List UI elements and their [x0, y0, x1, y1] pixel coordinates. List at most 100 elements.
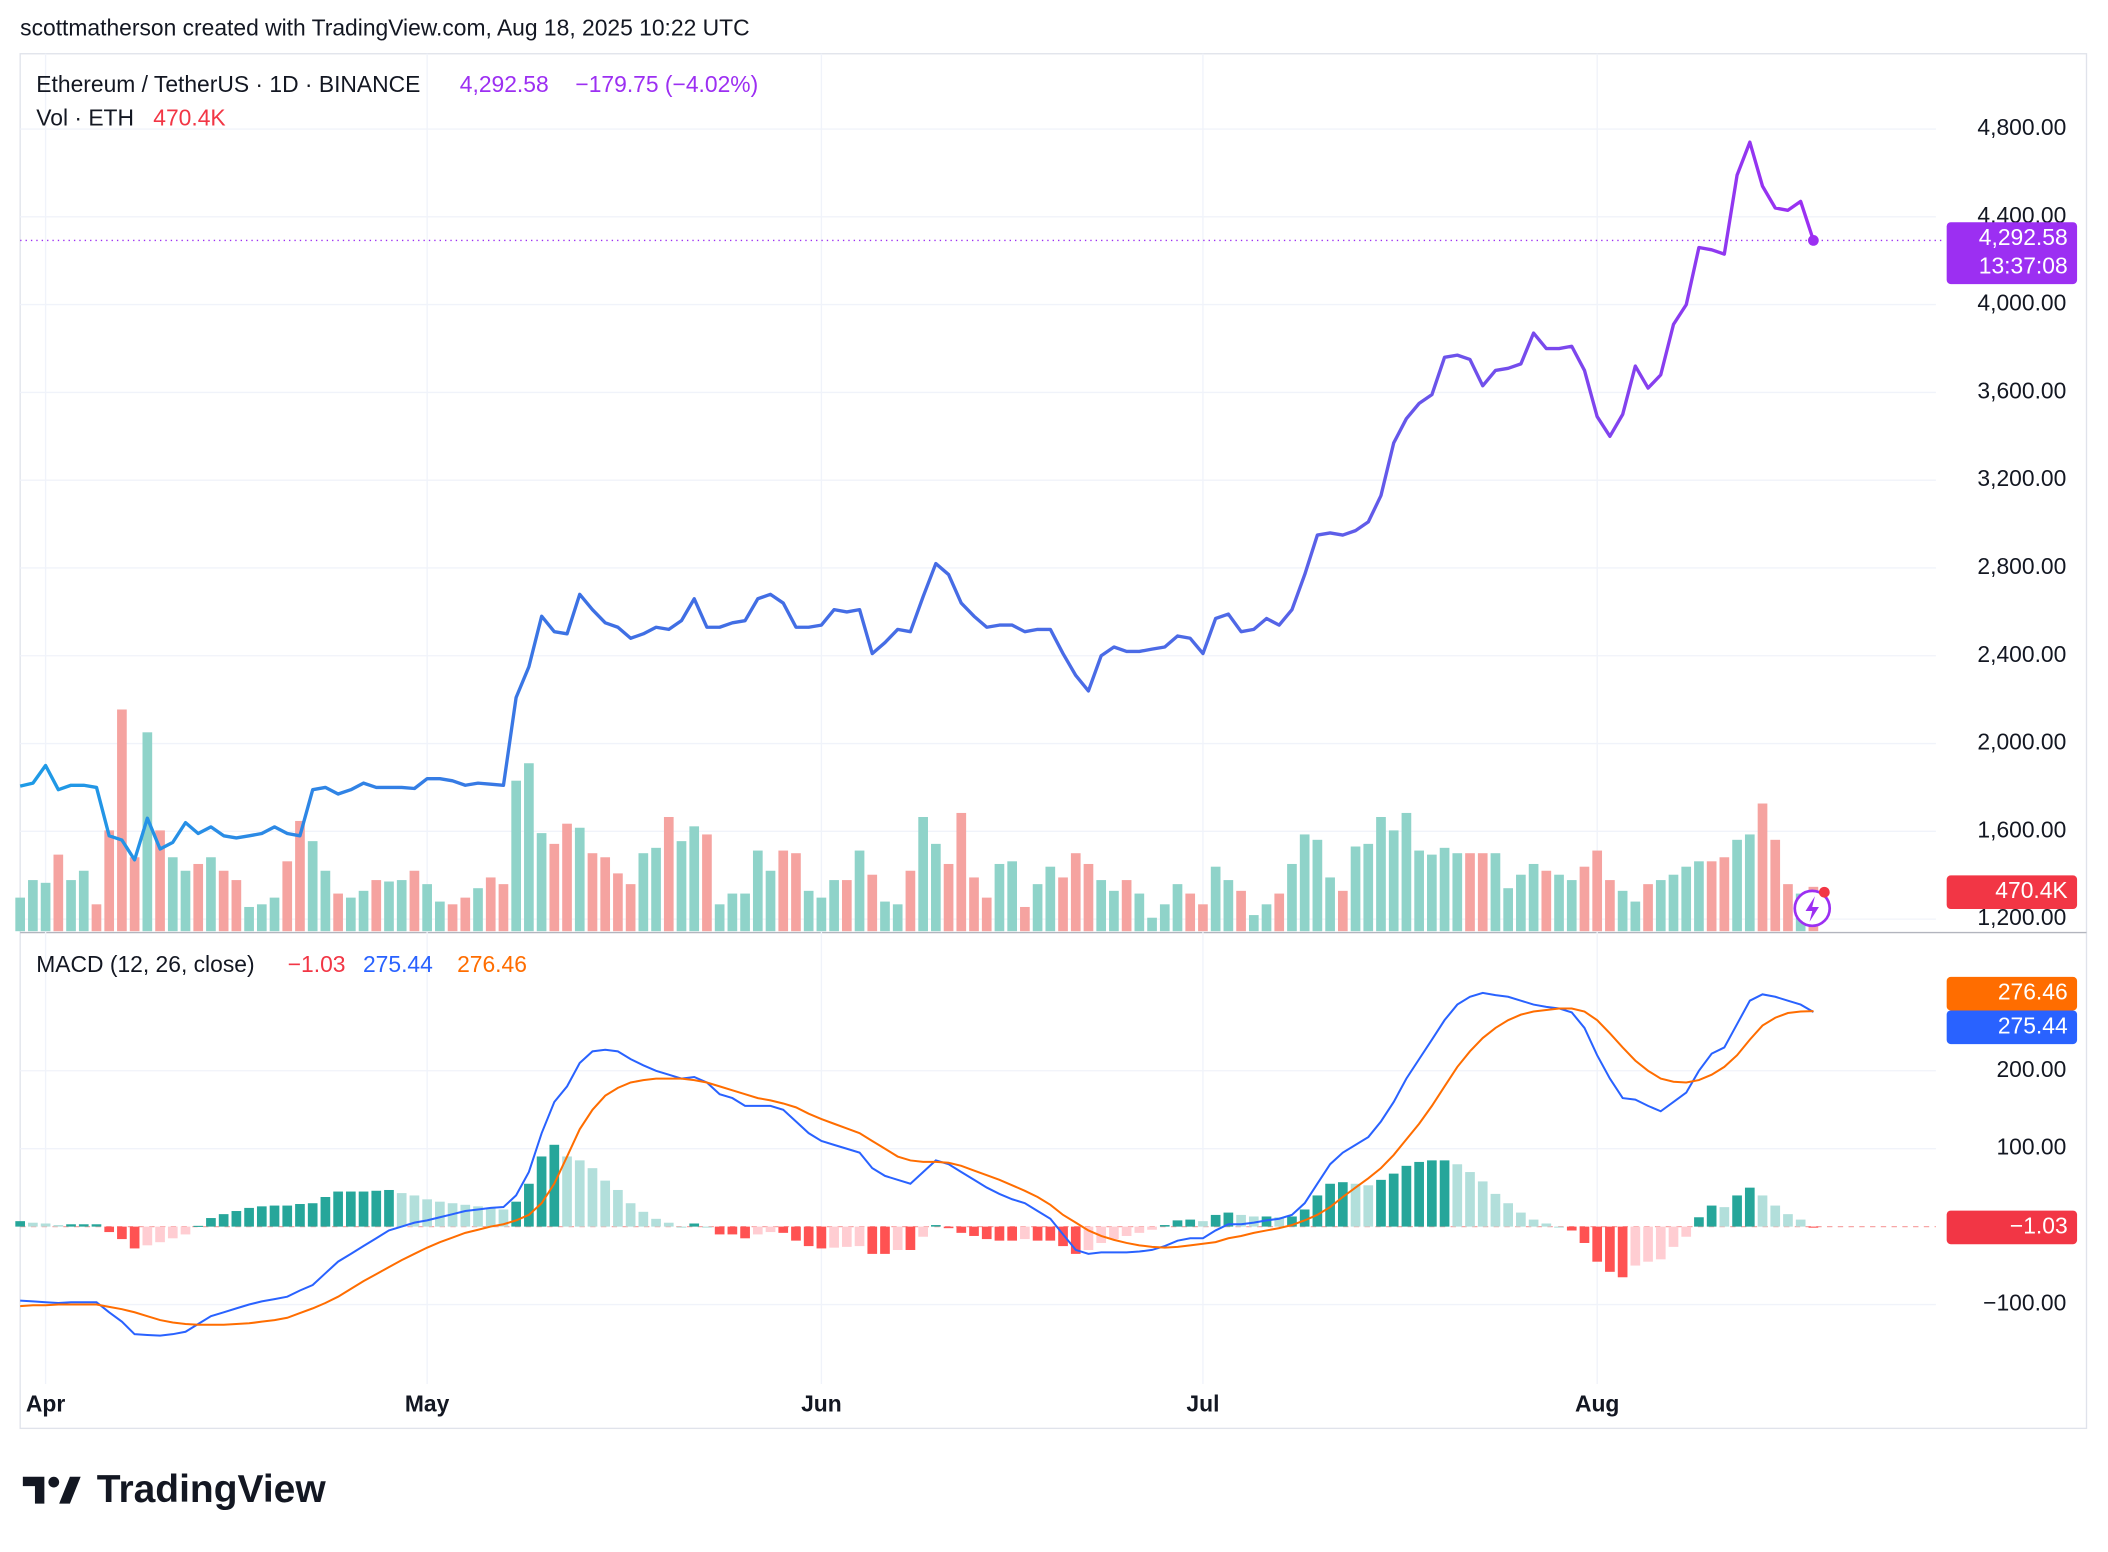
volume-bar	[1516, 874, 1526, 932]
volume-bar	[1337, 890, 1348, 932]
histogram-bar	[1579, 1226, 1590, 1243]
histogram-bar	[1681, 1226, 1692, 1237]
y-tick-label: −100.00	[1983, 1290, 2066, 1316]
volume-bar	[1770, 839, 1781, 932]
volume-bar	[1427, 854, 1437, 932]
volume-bar	[574, 827, 585, 932]
histogram-bar	[727, 1226, 738, 1235]
histogram-bar	[816, 1226, 827, 1249]
histogram-bar	[40, 1223, 51, 1227]
volume-bar	[1058, 877, 1068, 932]
histogram-bar	[740, 1226, 750, 1239]
histogram-bar	[1490, 1193, 1501, 1227]
histogram-bar	[129, 1226, 140, 1249]
price-badge-bg	[1946, 222, 2078, 285]
histogram-bar	[1337, 1182, 1348, 1227]
histogram-bar	[256, 1206, 267, 1227]
y-tick-label: 2,800.00	[1977, 553, 2066, 579]
attribution: scottmatherson created with TradingView.…	[20, 15, 749, 41]
volume-bar	[307, 841, 318, 932]
volume-bar	[880, 901, 890, 932]
y-tick-label: 2,400.00	[1977, 641, 2066, 667]
volume-bar	[1630, 901, 1641, 932]
histogram-bar	[1452, 1164, 1463, 1227]
histogram-bar	[1503, 1203, 1514, 1227]
histogram-bar	[536, 1156, 547, 1227]
volume-bar	[1350, 846, 1361, 932]
volume-badge-bg	[1946, 875, 2078, 910]
volume-bar	[511, 780, 522, 932]
volume-bar	[1732, 839, 1742, 932]
histogram-bar	[1706, 1205, 1717, 1227]
volume-bar	[676, 841, 687, 932]
histogram-bar	[1134, 1226, 1145, 1233]
volume-bar	[53, 854, 64, 932]
histogram-bar	[638, 1211, 649, 1227]
histogram-bar	[422, 1199, 432, 1227]
volume-bar	[15, 897, 26, 932]
logo-slash	[59, 1476, 81, 1504]
volume-bar	[1668, 874, 1679, 932]
volume-bar	[498, 884, 509, 932]
x-tick-label: May	[405, 1391, 450, 1417]
histogram-bar	[1592, 1226, 1603, 1262]
volume-bar	[1719, 857, 1730, 932]
volume-bar	[714, 904, 725, 932]
histogram-bar	[384, 1189, 394, 1227]
histogram-bar	[1744, 1187, 1755, 1227]
volume-bar	[1579, 866, 1590, 932]
volume-bar	[1134, 893, 1145, 932]
volume-bar	[1261, 904, 1272, 932]
volume-bar	[295, 820, 305, 932]
volume-bar	[1757, 803, 1768, 932]
signal-badge-bg	[1946, 976, 2078, 1011]
volume-bar	[562, 823, 572, 932]
volume-bar	[384, 881, 394, 932]
histogram-bar	[1643, 1226, 1653, 1262]
histogram-bar	[1439, 1160, 1450, 1227]
last-price-dot	[1808, 235, 1819, 246]
price-badge-sub: 13:37:08	[1979, 252, 2068, 278]
volume-bar	[167, 857, 178, 932]
volume-bar	[1643, 884, 1653, 932]
histogram-bar	[841, 1226, 852, 1247]
histogram-bar	[1312, 1195, 1323, 1227]
macd-signal-last: 276.46	[457, 951, 527, 977]
histogram-bar	[269, 1205, 280, 1227]
histogram-bar	[1007, 1226, 1018, 1241]
histogram-bar	[53, 1225, 64, 1227]
volume-badge: 470.4K	[1995, 877, 2067, 903]
volume-bar	[1198, 904, 1208, 932]
volume-bar	[1783, 884, 1793, 932]
volume-bar	[1452, 853, 1463, 932]
volume-bar	[841, 880, 852, 932]
histogram-bar	[1376, 1179, 1386, 1227]
histogram-bar	[625, 1203, 636, 1227]
volume-bar	[1528, 863, 1539, 932]
histogram-bar	[1032, 1226, 1043, 1241]
macd-title: MACD (12, 26, close)	[36, 951, 254, 977]
volume-bar	[1147, 917, 1157, 932]
histogram-bar	[663, 1222, 674, 1227]
x-tick-label: Jun	[801, 1391, 842, 1417]
histogram-bar	[1401, 1165, 1412, 1227]
logo-t	[22, 1476, 45, 1504]
volume-bar	[1299, 834, 1310, 932]
volume-bar	[1121, 880, 1132, 932]
volume-bar	[28, 880, 38, 932]
volume-bar	[778, 850, 789, 932]
histogram-bar	[1058, 1226, 1068, 1247]
histogram-bar	[1261, 1216, 1272, 1227]
volume-bar	[1020, 906, 1030, 932]
volume-bar	[256, 904, 267, 932]
volume-bar	[1248, 915, 1259, 932]
logo-dot	[48, 1476, 60, 1488]
volume-bar	[994, 863, 1005, 932]
histogram-bar	[473, 1206, 483, 1227]
histogram-bar	[1427, 1160, 1437, 1227]
volume-bar	[1388, 830, 1399, 932]
plot-layer: 1,200.001,600.002,000.002,400.002,800.00…	[15, 53, 2078, 1417]
histogram-bar	[498, 1209, 509, 1227]
histogram-bar	[193, 1225, 204, 1227]
